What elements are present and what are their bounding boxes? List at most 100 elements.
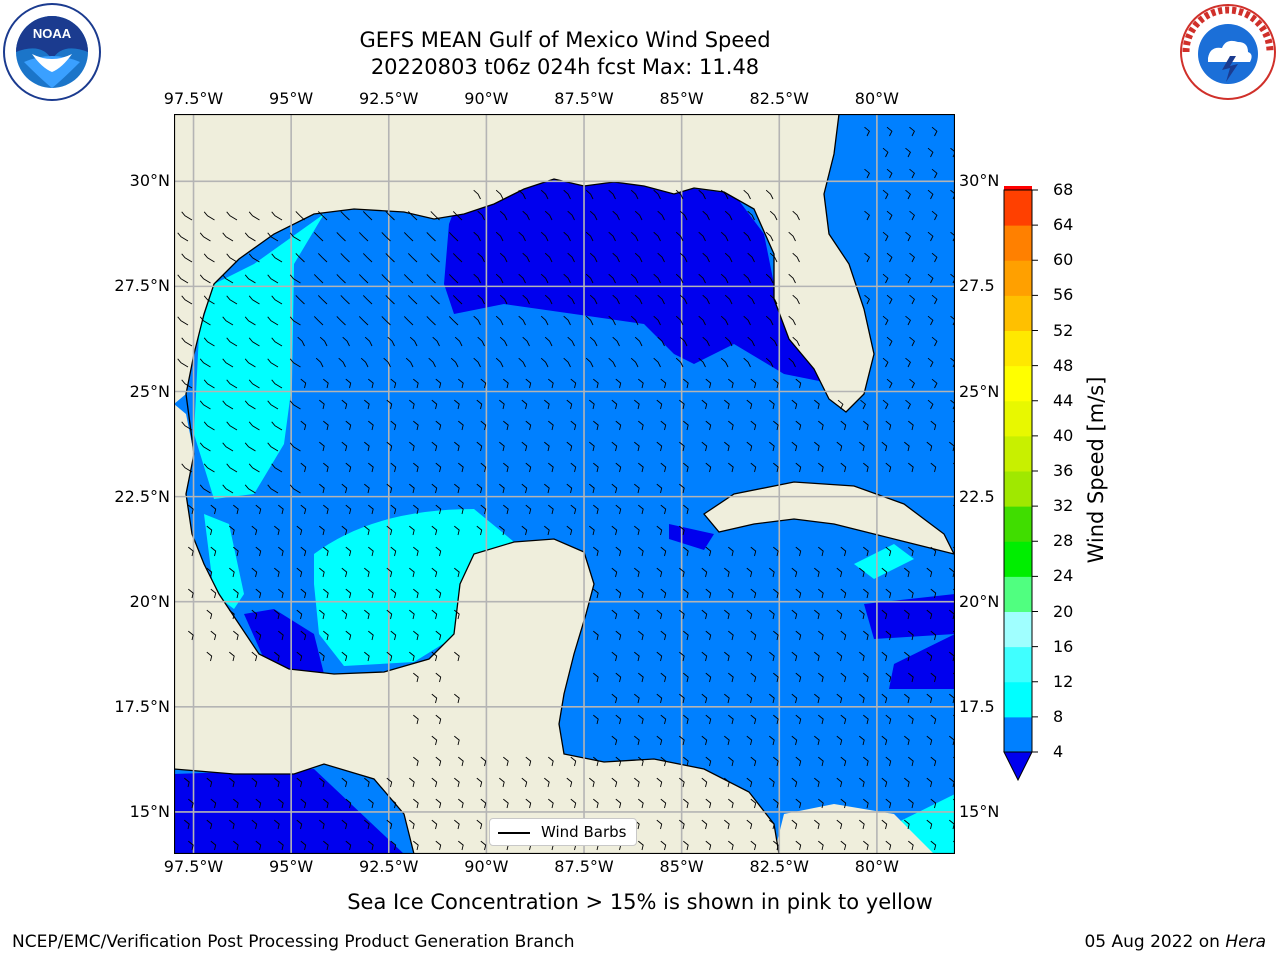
wind-barb	[358, 274, 369, 284]
wind-barb	[458, 798, 464, 809]
wind-barb	[724, 210, 733, 221]
wind-barb	[364, 399, 370, 410]
wind-barb	[836, 693, 843, 704]
lat-tick-label-left: 25°N	[129, 381, 170, 401]
wind-barb	[593, 504, 599, 515]
wind-barb	[544, 777, 550, 788]
wind-barb	[909, 126, 915, 137]
wind-barb	[724, 399, 730, 410]
footer-date: 05 Aug 2022 on Hera	[1084, 932, 1266, 952]
wind-barb	[724, 735, 730, 746]
wind-barb	[720, 189, 729, 200]
wind-barb	[244, 358, 256, 368]
wind-barb	[882, 231, 889, 242]
wind-barb	[724, 336, 733, 347]
wind-barb	[177, 274, 189, 284]
noaa-logo: NOAA	[2, 2, 102, 102]
wind-barb	[859, 735, 865, 746]
colorbar-segment	[1004, 611, 1032, 648]
wind-barb	[702, 210, 710, 221]
wind-barb	[430, 295, 440, 305]
wind-barb	[769, 441, 775, 452]
wind-barb	[210, 588, 217, 599]
wind-barb	[750, 630, 757, 641]
wind-barb	[931, 210, 938, 221]
wind-barb	[886, 252, 893, 263]
wind-barb	[390, 840, 397, 851]
wind-barb	[409, 483, 415, 494]
wind-barb	[765, 273, 774, 284]
wind-barb	[413, 630, 419, 641]
wind-barb	[608, 315, 616, 326]
wind-barb	[593, 798, 599, 809]
wind-barb	[705, 630, 712, 641]
wind-barb	[950, 399, 955, 410]
wind-barb	[705, 714, 712, 725]
wind-barb	[836, 609, 843, 620]
wind-barb	[656, 819, 663, 830]
wind-barb	[930, 420, 937, 431]
lat-tick-label-left: 15°N	[129, 801, 170, 821]
wind-barb	[881, 441, 888, 452]
wind-barb	[499, 399, 505, 410]
wind-barb	[904, 777, 910, 788]
wind-barb	[296, 525, 303, 536]
wind-barb	[634, 777, 640, 788]
wind-barb	[454, 399, 460, 410]
wind-barb	[585, 315, 594, 326]
wind-barb	[814, 651, 820, 662]
wind-barb	[611, 483, 618, 494]
wind-barb	[525, 798, 532, 809]
wind-barb	[927, 189, 934, 200]
wind-barb	[611, 777, 618, 788]
wind-barb	[840, 714, 847, 725]
wind-barb	[495, 231, 504, 242]
wind-barb	[904, 693, 910, 704]
wind-barb	[589, 336, 598, 347]
wind-barb	[381, 274, 391, 284]
wind-barb	[181, 211, 193, 221]
wind-barb	[435, 588, 442, 599]
wind-barb	[746, 777, 753, 788]
wind-barb	[405, 357, 414, 368]
wind-barb	[409, 399, 415, 410]
wind-barb	[769, 399, 775, 410]
wind-barb	[638, 672, 644, 683]
wind-barb	[653, 357, 661, 368]
wind-barb	[705, 420, 712, 431]
wind-barb	[566, 441, 573, 452]
wind-barb	[765, 231, 774, 242]
wind-barb	[477, 252, 485, 263]
wind-barb	[660, 378, 667, 389]
wind-barb	[656, 567, 663, 578]
wind-barb	[931, 294, 938, 305]
wind-barb	[885, 630, 892, 641]
wind-barb	[409, 525, 415, 536]
wind-barb	[319, 525, 325, 536]
wind-barb	[503, 798, 509, 809]
wind-barb	[386, 399, 393, 410]
wind-barb	[522, 294, 530, 305]
lat-tick-label-left: 22.5°N	[114, 486, 170, 506]
wind-barb	[431, 777, 438, 788]
wind-barb	[210, 630, 217, 641]
wind-barb	[657, 336, 665, 347]
wind-barb	[409, 567, 415, 578]
wind-barb	[931, 126, 938, 137]
wind-barb	[585, 231, 594, 242]
wind-barb	[210, 840, 217, 851]
wind-barb	[244, 400, 256, 410]
wind-barb	[885, 546, 892, 557]
wind-barb	[593, 420, 599, 431]
wind-barb	[863, 420, 869, 431]
wind-barb	[634, 441, 640, 452]
wind-barb	[836, 819, 843, 830]
wind-barb	[795, 378, 802, 389]
wind-barb	[608, 231, 616, 242]
wind-barb	[701, 441, 708, 452]
wind-barb	[634, 693, 640, 704]
wind-barb	[274, 525, 280, 536]
wind-barb	[611, 399, 618, 410]
wind-barb	[188, 588, 194, 599]
wind-barb	[818, 420, 824, 431]
